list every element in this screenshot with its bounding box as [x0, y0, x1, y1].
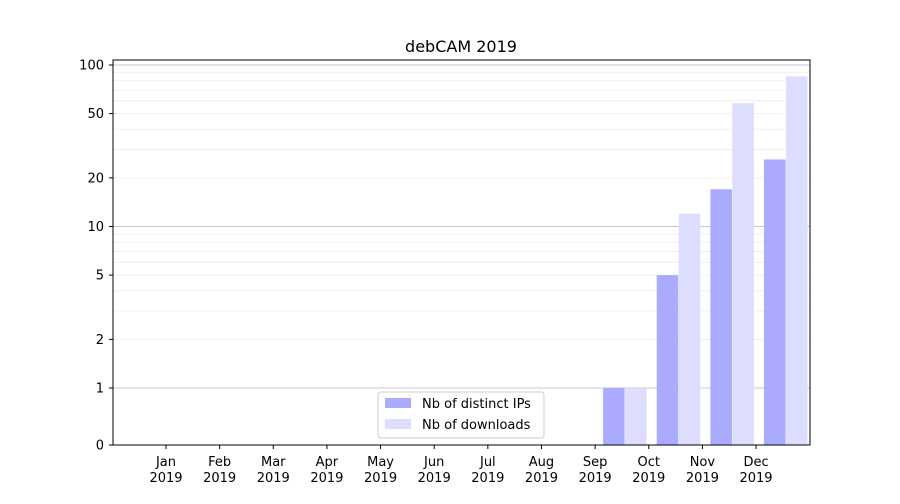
bar	[678, 213, 701, 445]
x-tick-label: May 2019	[364, 455, 397, 486]
x-tick-label: Jun 2019	[418, 455, 451, 486]
x-tick-label: Feb 2019	[203, 455, 236, 486]
x-tick-label-line: 2019	[632, 471, 665, 486]
y-tick-label: 10	[87, 220, 104, 235]
legend-swatch	[385, 398, 411, 408]
legend-label: Nb of distinct IPs	[422, 397, 531, 412]
y-tick-label: 20	[87, 171, 104, 186]
y-tick-label: 100	[79, 59, 104, 74]
x-tick-label-line: 2019	[364, 471, 397, 486]
y-axis: 0 1 2 5 10 20 50 100	[79, 59, 113, 454]
x-tick-label-line: 2019	[579, 471, 612, 486]
y-tick-label: 1	[96, 382, 104, 397]
bars	[603, 76, 808, 446]
x-tick-label: Apr 2019	[310, 455, 343, 486]
bar	[786, 76, 808, 446]
legend-box	[377, 391, 545, 439]
x-tick-label-line: Jul	[479, 455, 496, 470]
x-tick-label: Jan 2019	[149, 455, 182, 486]
x-tick-label-line: Nov	[690, 455, 716, 470]
x-tick-label-line: Aug	[529, 455, 554, 470]
grid-lines	[113, 64, 810, 389]
x-tick-label-line: 2019	[686, 471, 719, 486]
x-tick-label: Jul 2019	[471, 455, 504, 486]
x-tick-label-line: Jun	[423, 455, 444, 470]
chart-title: debCAM 2019	[405, 37, 517, 56]
legend-swatch	[385, 419, 411, 429]
x-tick-label-line: Oct	[638, 455, 660, 470]
legend: Nb of distinct IPs Nb of downloads	[377, 391, 545, 439]
x-tick-label: Aug 2019	[525, 455, 558, 486]
x-tick-label-line: 2019	[310, 471, 343, 486]
x-tick-label: Mar 2019	[257, 455, 290, 486]
x-tick-label-line: Mar	[261, 455, 286, 470]
y-tick-label: 2	[96, 333, 104, 348]
x-tick-label: Nov 2019	[686, 455, 719, 486]
x-tick-label-line: Dec	[743, 455, 768, 470]
x-tick-label-line: 2019	[525, 471, 558, 486]
x-tick-label-line: May	[367, 455, 394, 470]
x-tick-label: Oct 2019	[632, 455, 665, 486]
y-tick-label: 0	[96, 439, 104, 454]
x-tick-label-line: 2019	[739, 471, 772, 486]
x-tick-label: Dec 2019	[739, 455, 772, 486]
x-tick-label-line: Apr	[316, 455, 339, 470]
x-tick-label-line: 2019	[471, 471, 504, 486]
plot-frame	[112, 59, 811, 446]
y-tick-label: 50	[87, 107, 104, 122]
x-tick-label-line: 2019	[149, 471, 182, 486]
x-tick-label: Sep 2019	[579, 455, 612, 486]
x-tick-label-line: Jan	[155, 455, 176, 470]
legend-label: Nb of downloads	[422, 418, 531, 433]
x-tick-label-line: 2019	[418, 471, 451, 486]
bar	[603, 388, 625, 445]
bar	[710, 189, 732, 445]
x-tick-label-line: Feb	[208, 455, 231, 470]
bar	[625, 388, 647, 445]
x-tick-label-line: Sep	[583, 455, 608, 470]
y-tick-label: 5	[96, 269, 104, 284]
bar	[732, 103, 754, 445]
x-tick-label-line: 2019	[257, 471, 290, 486]
x-tick-label-line: 2019	[203, 471, 236, 486]
bar	[764, 159, 786, 445]
bar	[656, 275, 679, 445]
